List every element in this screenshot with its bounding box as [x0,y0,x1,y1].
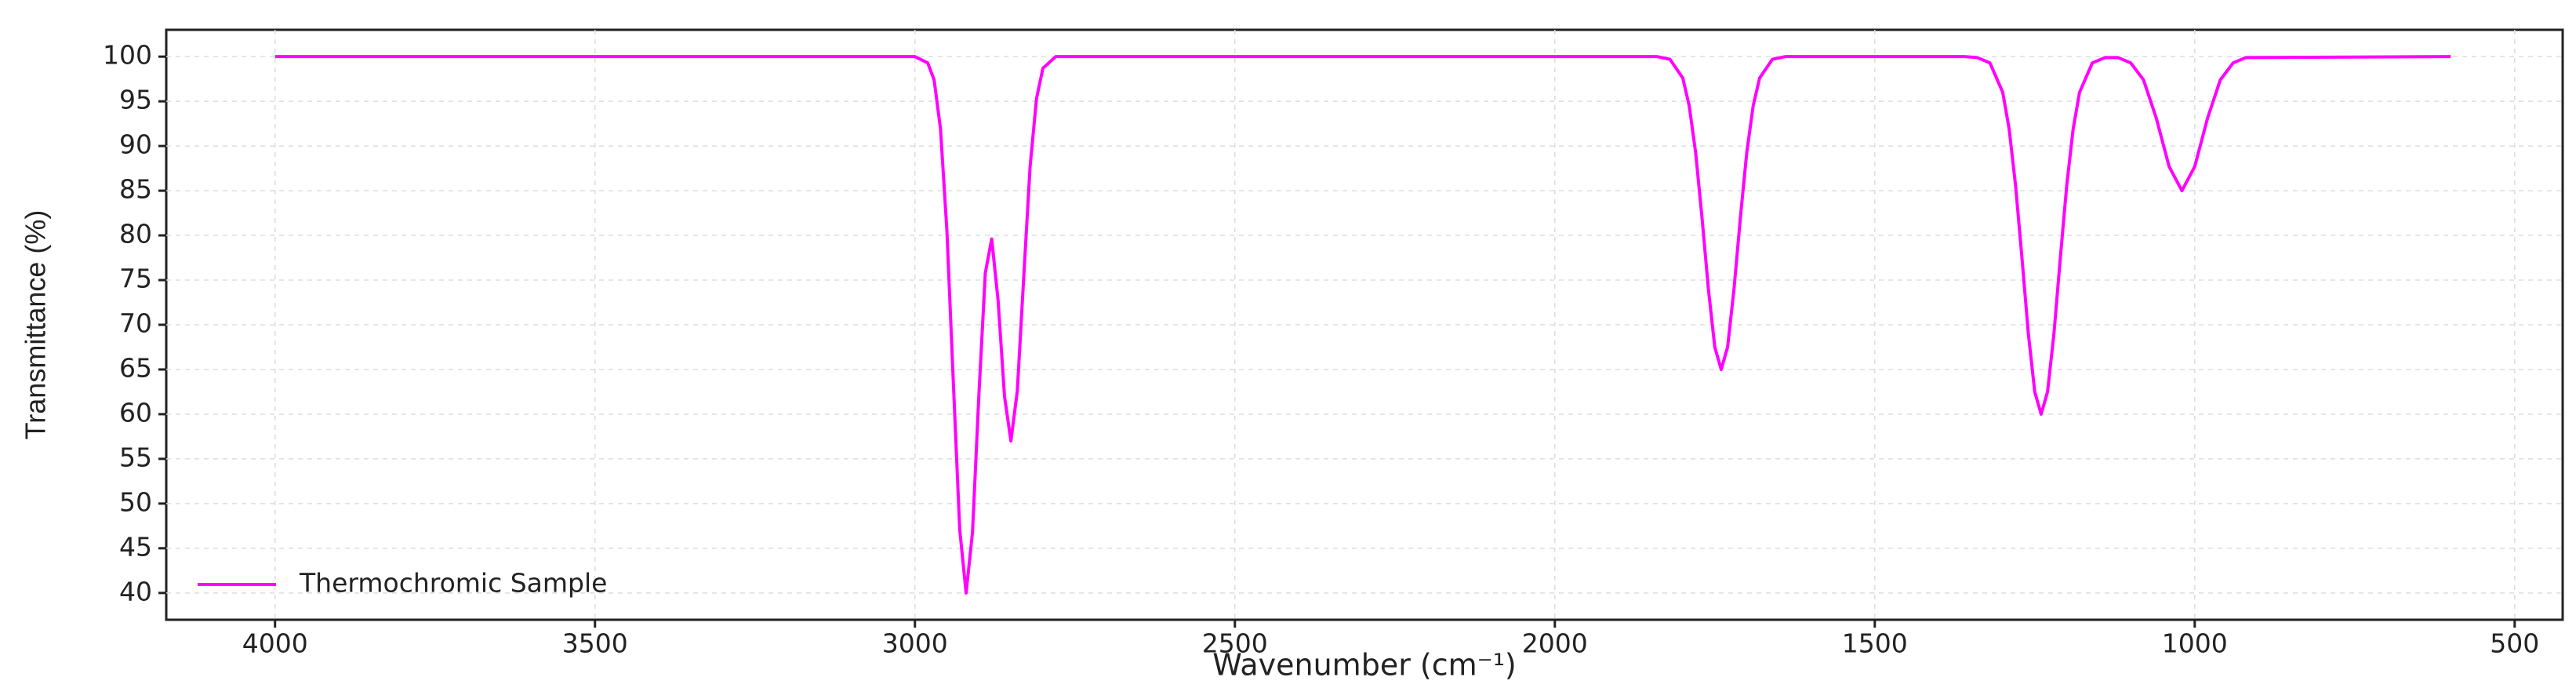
x-tick-label: 500 [2490,628,2539,659]
x-tick-label: 1500 [1842,628,1908,659]
y-tick-label: 100 [103,40,152,71]
x-axis-label: Wavenumber (cm⁻¹) [1212,648,1517,683]
y-tick-label: 75 [119,264,152,294]
legend-label: Thermochromic Sample [299,568,607,599]
y-tick-label: 80 [119,219,152,249]
x-tick-label: 2000 [1522,628,1588,659]
y-tick-label: 60 [119,397,152,428]
line-series [274,55,2451,595]
y-axis-label: Transmittance (%) [20,210,52,440]
y-tick-label: 70 [119,308,152,339]
x-tick-label: 3000 [882,628,948,659]
y-tick-label: 95 [119,85,152,115]
y-tick-label: 50 [119,486,152,517]
y-tick-label: 45 [119,531,152,562]
y-tick-label: 55 [119,442,152,472]
x-tick-label: 1000 [2162,628,2228,659]
y-tick-label: 40 [119,576,152,606]
x-tick-label: 3500 [562,628,628,659]
y-tick-label: 90 [119,129,152,160]
x-tick-label: 2500 [1202,628,1268,659]
y-tick-label: 85 [119,174,152,205]
y-tick-label: 65 [119,352,152,383]
x-tick-label: 4000 [242,628,308,659]
